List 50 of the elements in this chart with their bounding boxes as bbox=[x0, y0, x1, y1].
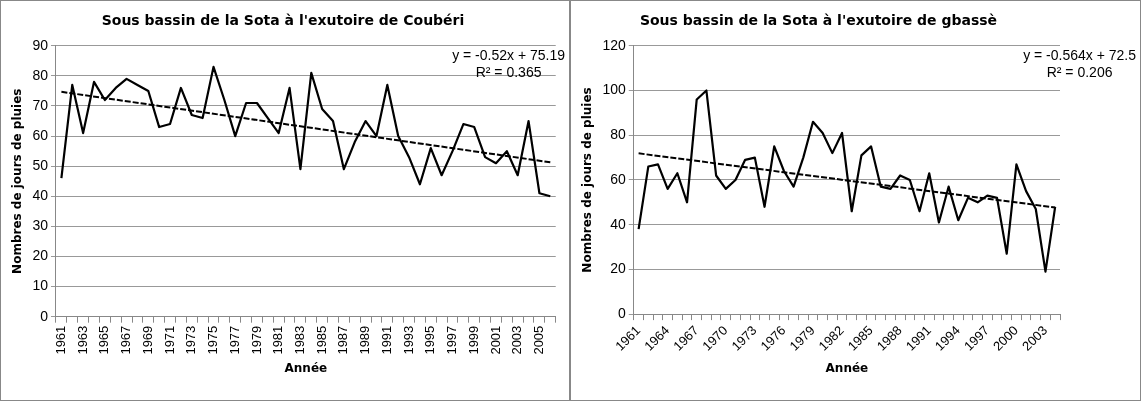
x-tick-label: 1987 bbox=[335, 325, 351, 355]
x-tick-label: 1971 bbox=[161, 325, 177, 355]
x-tick-label: 1961 bbox=[52, 325, 68, 355]
x-tick-label: 1993 bbox=[400, 325, 416, 355]
x-tick-label: 1985 bbox=[313, 325, 329, 355]
y-axis-title: Nombres de jours de pluies bbox=[10, 88, 25, 274]
annotation: y = -0.564x + 72.5 bbox=[1023, 46, 1137, 63]
y-tick-label: 120 bbox=[602, 36, 626, 53]
x-tick-label: 1969 bbox=[139, 325, 155, 355]
y-tick-label: 20 bbox=[610, 260, 626, 277]
y-tick-label: 60 bbox=[610, 170, 626, 187]
annotation: y = -0.52x + 75.19 bbox=[452, 46, 566, 63]
x-tick-label: 1995 bbox=[422, 325, 438, 355]
x-axis-title: Année bbox=[825, 360, 869, 375]
y-tick-label: 90 bbox=[32, 36, 49, 53]
annotation: R² = 0.206 bbox=[1046, 63, 1113, 80]
x-tick-label: 1999 bbox=[465, 325, 481, 355]
x-tick-label: 1981 bbox=[270, 325, 286, 355]
x-tick-label: 2001 bbox=[487, 325, 503, 355]
x-tick-label: 1967 bbox=[118, 325, 134, 355]
x-axis-title: Année bbox=[284, 360, 328, 375]
y-tick-label: 40 bbox=[610, 215, 626, 232]
y-tick-label: 70 bbox=[32, 96, 49, 113]
x-tick-label: 1979 bbox=[248, 325, 264, 355]
x-tick-label: 2005 bbox=[531, 325, 547, 355]
chart-title: Sous bassin de la Sota à l'exutoire de gbassè bbox=[639, 12, 998, 29]
y-tick-label: 0 bbox=[40, 307, 49, 324]
x-tick-label: 1965 bbox=[96, 325, 112, 355]
x-tick-label: 1963 bbox=[74, 325, 90, 355]
annotation: R² = 0.365 bbox=[475, 63, 542, 80]
x-tick-label: 1997 bbox=[444, 325, 460, 355]
y-tick-label: 30 bbox=[32, 217, 49, 234]
y-tick-label: 50 bbox=[32, 157, 49, 174]
y-tick-label: 10 bbox=[32, 277, 49, 294]
y-tick-label: 40 bbox=[32, 187, 49, 204]
y-axis-title: Nombres de jours de pluies bbox=[580, 87, 595, 273]
chart-title: Sous bassin de la Sota à l'exutoire de Coubéri bbox=[101, 12, 465, 29]
y-tick-label: 20 bbox=[32, 247, 49, 264]
x-tick-label: 1973 bbox=[183, 325, 199, 355]
y-tick-label: 80 bbox=[610, 126, 626, 143]
x-tick-label: 1975 bbox=[205, 325, 221, 355]
y-tick-label: 100 bbox=[602, 81, 626, 98]
y-tick-label: 0 bbox=[617, 304, 626, 321]
x-tick-label: 1991 bbox=[378, 325, 394, 355]
y-tick-label: 80 bbox=[32, 66, 49, 83]
x-tick-label: 1989 bbox=[357, 325, 373, 355]
x-tick-label: 1983 bbox=[291, 325, 307, 355]
x-tick-label: 1977 bbox=[226, 325, 242, 355]
x-tick-label: 2003 bbox=[509, 325, 525, 355]
y-tick-label: 60 bbox=[32, 126, 49, 143]
